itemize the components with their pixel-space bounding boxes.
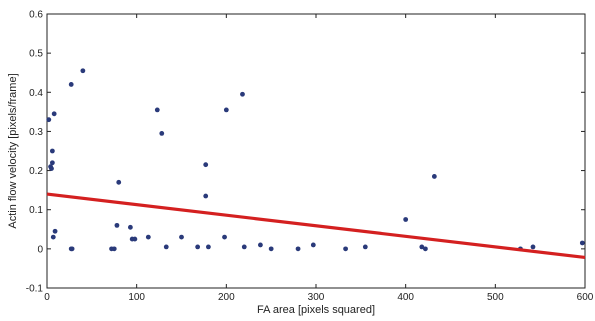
data-point (258, 242, 263, 248)
y-tick-label: 0 (37, 244, 43, 255)
data-point (111, 246, 117, 252)
data-point (203, 193, 209, 199)
y-axis-label: Actin flow velocity [pixels/frame] (7, 73, 19, 228)
data-point (362, 244, 368, 250)
x-tick-label: 100 (128, 292, 145, 303)
data-point (422, 246, 428, 252)
data-point (49, 166, 54, 172)
x-tick-label: 300 (308, 292, 325, 303)
data-point (51, 111, 57, 117)
data-point (116, 179, 122, 185)
data-point (310, 242, 316, 248)
data-point (52, 228, 58, 234)
data-point (49, 148, 55, 154)
data-point (163, 244, 169, 250)
fit-line (46, 192, 586, 260)
data-point (206, 244, 211, 250)
data-point (132, 236, 138, 242)
data-point (530, 244, 536, 250)
data-point (195, 244, 201, 250)
data-point (145, 234, 151, 240)
data-point (419, 244, 425, 250)
data-point (295, 246, 301, 252)
x-axis: 0 100 200 300 400 500 600 (44, 14, 594, 303)
plot-area (46, 13, 586, 289)
y-tick-label: 0.3 (29, 127, 43, 138)
data-points (46, 68, 585, 252)
y-tick-label: -0.1 (26, 284, 44, 295)
x-tick-label: 500 (487, 292, 504, 303)
data-point (69, 246, 75, 252)
data-point (68, 82, 74, 87)
data-point (179, 234, 184, 240)
x-axis-label: FA area [pixels squared] (257, 304, 375, 316)
y-tick-label: 0.2 (29, 166, 43, 177)
x-tick-label: 0 (44, 292, 50, 303)
data-point (127, 224, 133, 230)
x-tick-label: 200 (218, 292, 235, 303)
data-point (240, 91, 245, 97)
x-tick-label: 600 (577, 292, 594, 303)
data-point (579, 240, 585, 246)
data-point (403, 217, 409, 222)
data-point (159, 130, 165, 136)
data-point (46, 117, 52, 123)
data-point (268, 246, 274, 252)
data-point (50, 234, 56, 240)
y-tick-label: 0.6 (29, 10, 43, 21)
data-point (114, 222, 120, 228)
data-point (343, 246, 348, 252)
data-point (49, 160, 55, 166)
y-tick-label: 0.1 (29, 205, 43, 216)
data-point (223, 107, 229, 113)
x-tick-label: 400 (397, 292, 414, 303)
data-point (203, 162, 209, 168)
data-point (80, 68, 86, 74)
data-point (154, 107, 160, 113)
data-point (241, 244, 247, 250)
y-tick-label: 0.5 (29, 49, 43, 60)
data-point (222, 234, 227, 240)
y-axis: -0.1 0 0.1 0.2 0.3 0.4 0.5 0.6 (26, 10, 585, 295)
plot-frame (46, 13, 586, 289)
data-point (431, 174, 437, 179)
y-tick-label: 0.4 (29, 88, 43, 99)
fit-line-group (46, 192, 586, 260)
